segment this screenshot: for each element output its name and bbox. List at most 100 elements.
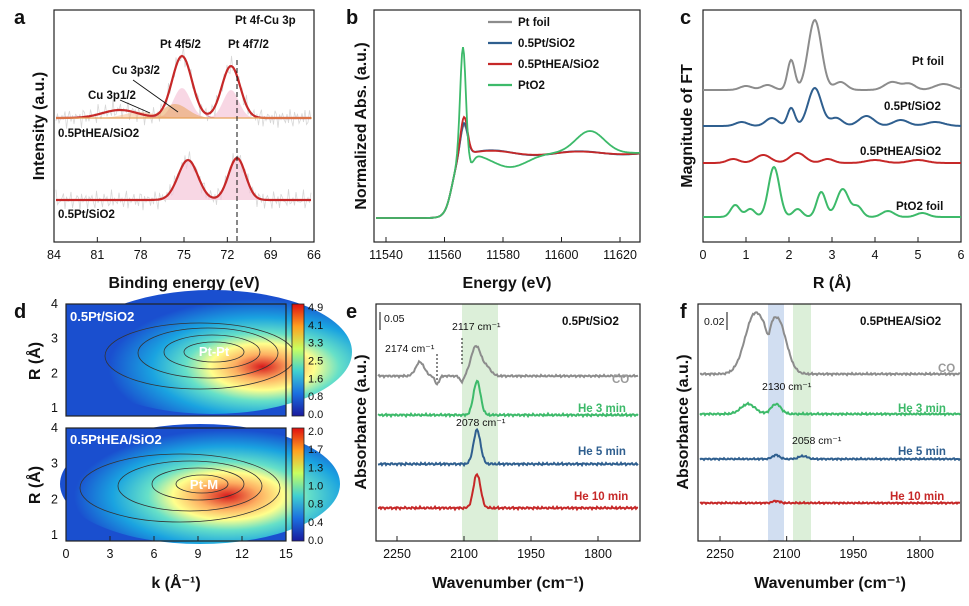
panel-f-tick-label: 2100 [773,547,801,561]
panel-f-trace-he5: He 5 min [898,446,946,458]
label-sample-hea: 0.5PtHEA/SiO2 [58,128,139,140]
panel-c-letter: c [680,7,691,29]
panel-c-tick-label: 2 [786,248,793,262]
xps-hea-fill-72 [190,90,289,118]
panel-e-tick-label: 1800 [584,547,612,561]
panel-e-ann-2078: 2078 cm⁻¹ [456,417,506,429]
panel-e-letter: e [346,301,357,323]
panel-d-letter: d [14,301,26,323]
panel-f-curves [699,311,961,506]
panel-f-title: 0.5PtHEA/SiO2 [860,316,941,328]
panel-b-frame [373,9,641,243]
colorbar-bottom-tick-label: 0.4 [308,517,323,529]
wt-sample-label-top: 0.5Pt/SiO2 [70,309,134,324]
wt-spot-label-top: Pt-Pt [199,344,230,359]
panel-d-ylabel-bottom: R (Å) [25,466,44,504]
panel-a-tick-label: 69 [264,248,278,262]
panel-e-xlabel: Wavenumber (cm⁻¹) [432,575,584,592]
ir-e-co [377,344,639,386]
panel-e-trace-he5: He 5 min [578,446,626,458]
wt-contours-top [104,322,296,390]
colorbar-top [291,303,305,417]
panel-f-trace-co: CO [938,363,955,375]
panel-b-xlabel: Energy (eV) [463,275,552,292]
panel-e-xticks: 2250 2100 1950 1800 [383,536,612,561]
panel-b-tick-label: 11620 [603,248,637,262]
ft-pto2 [703,165,961,218]
panel-b: b Pt foil 0.5Pt/SiO2 0.5PtHEA/SiO2 PtO2 115… [346,7,641,292]
label-pt-4f52: Pt 4f5/2 [160,39,201,51]
ir-e-he5 [377,427,639,468]
colorbar-bottom-tick-label: 2.0 [308,426,323,438]
panel-f-xlabel: Wavenumber (cm⁻¹) [754,575,906,592]
label-c-pto2: PtO2 foil [896,201,943,213]
panel-f-ann-2130: 2130 cm⁻¹ [762,381,812,393]
label-c-05pt: 0.5Pt/SiO2 [884,101,941,113]
panel-a-tick-label: 75 [177,248,191,262]
colorbar-top-tick-label: 0.8 [308,391,323,403]
ir-e-he3 [377,379,639,419]
colorbar-top-ticks: 4.9 4.1 3.3 2.5 1.6 0.8 0.0 [308,302,323,421]
xps-hea-fill-cu32 [120,104,240,118]
panel-f-highlight-blue [768,304,784,541]
panel-c-tick-label: 0 [700,248,707,262]
colorbar-bottom-tick-label: 0.0 [308,535,323,547]
panel-b-tick-label: 11560 [428,248,462,262]
panel-a-curves [55,47,312,211]
label-sample-pt: 0.5Pt/SiO2 [58,209,115,221]
colorbar-top-tick-label: 2.5 [308,356,323,368]
panel-c-xticks: 0 1 2 3 4 5 6 [700,237,965,262]
panel-b-legend: Pt foil 0.5Pt/SiO2 0.5PtHEA/SiO2 PtO2 [488,17,599,92]
colorbar-bottom-ticks: 2.0 1.7 1.3 1.0 0.8 0.4 0.0 [308,426,323,547]
panel-d-bottom-tick-label: 4 [51,421,58,435]
panel-d-tick-label: 12 [235,547,249,561]
ft-05pt [703,86,961,127]
panel-d-xticks: 0 3 6 9 12 15 [63,536,293,561]
xps-hea-fill-52 [120,88,230,118]
panel-e-scale: 0.05 [384,313,405,325]
panel-e-highlight-band [462,304,498,541]
panel-e-title: 0.5Pt/SiO2 [562,316,619,328]
label-cu-3p32: Cu 3p3/2 [112,65,160,77]
xanes-pto2 [376,46,641,219]
panel-e: e 0.5Pt/SiO2 0.05 2174 cm⁻¹ 2117 cm⁻¹ 20… [346,301,641,592]
panel-f-letter: f [680,301,687,323]
panel-e-curves [377,344,639,512]
wt-sample-label-bottom: 0.5PtHEA/SiO2 [70,432,162,447]
panel-d-tick-label: 9 [195,547,202,561]
xps-pt-fill-52 [140,160,239,200]
xps-pt-fill-72 [195,158,290,200]
label-pt-4f72: Pt 4f7/2 [228,39,269,51]
wt-hotspot-top [72,290,352,414]
panel-c: c Pt foil 0.5Pt/SiO2 0.5PtHEA/SiO2 PtO2 … [679,7,965,292]
panel-b-tick-label: 11600 [545,248,579,262]
colorbar-bottom-tick-label: 0.8 [308,499,323,511]
panel-b-xticks: 11540 11560 11580 11600 11620 [369,237,637,262]
panel-d-top-tick-label: 4 [51,297,58,311]
panel-a: a Pt 4f-Cu 3p Pt 4f5/2 Pt 4f7/2 Cu 3p3/2… [14,7,321,292]
panel-d-ylabel-top: R (Å) [25,342,44,380]
panel-c-curves [703,18,962,218]
panel-d-xlabel: k (Å⁻¹) [151,573,200,592]
panel-e-tick-label: 2250 [383,547,411,561]
panel-d-top-yticks: 1 2 3 4 [51,297,58,415]
ir-f-he5 [699,453,961,462]
panel-d-bottom-yticks: 1 2 3 4 [51,421,58,542]
panel-a-ylabel: Intensity (a.u.) [31,72,48,180]
ir-f-co [699,311,961,377]
arrow-cu32 [132,79,179,113]
panel-d-bottom-frame [65,427,287,542]
colorbar-top-tick-label: 3.3 [308,338,323,350]
colorbar-bottom [291,427,305,542]
panel-f-trace-he3: He 3 min [898,403,946,415]
label-c-ptfoil: Pt foil [912,56,944,68]
panel-a-xlabel: Binding energy (eV) [108,275,259,292]
panel-a-tick-label: 66 [307,248,321,262]
colorbar-top-tick-label: 4.1 [308,320,323,332]
panel-a-tick-label: 72 [220,248,234,262]
panel-e-trace-he10: He 10 min [574,491,628,503]
panel-f-frame [697,303,962,542]
panel-a-xticks: 84 81 78 75 72 69 66 [47,237,321,262]
panel-f-tick-label: 1950 [839,547,867,561]
